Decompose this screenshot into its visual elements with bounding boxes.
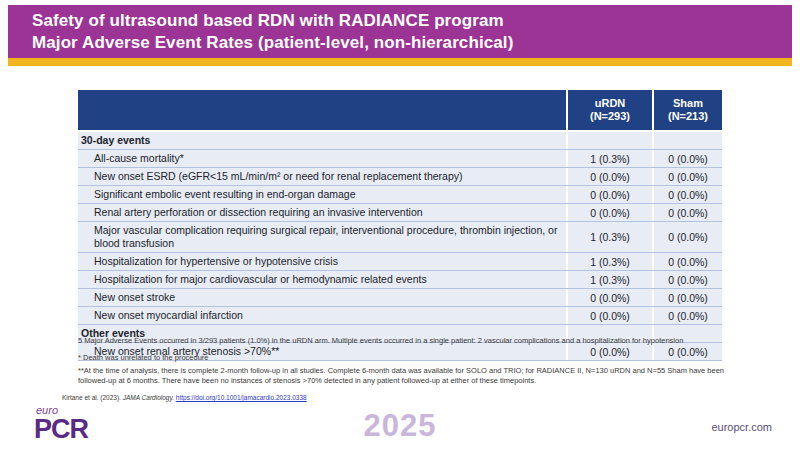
table-row: New onset ESRD (eGFR<15 mL/min/m² or nee… [78, 168, 722, 186]
citation-journal: JAMA Cardiology. [123, 394, 174, 401]
table-row: Hospitalization for hypertensive or hypo… [78, 253, 722, 271]
table-row: Major vascular complication requiring su… [78, 222, 722, 253]
table-row: New onset stroke 0 (0.0%) 0 (0.0%) [78, 289, 722, 307]
sham-cell [652, 132, 722, 149]
urdn-cell: 1 (0.3%) [566, 253, 652, 270]
slide-title-band: Safety of ultrasound based RDN with RADI… [8, 5, 792, 58]
section-label: 30-day events [78, 132, 566, 149]
sham-cell: 0 (0.0%) [652, 222, 722, 252]
sham-column-name: Sham [673, 97, 703, 110]
sham-cell: 0 (0.0%) [652, 204, 722, 221]
footnote-stenosis: **At the time of analysis, there is comp… [78, 366, 726, 386]
sham-cell: 0 (0.0%) [652, 168, 722, 185]
event-label: Hospitalization for major cardiovascular… [78, 271, 566, 288]
sham-cell: 0 (0.0%) [652, 150, 722, 167]
urdn-cell: 0 (0.0%) [566, 289, 652, 306]
urdn-column-name: uRDN [595, 97, 626, 110]
urdn-cell: 0 (0.0%) [566, 186, 652, 203]
table-row: Hospitalization for major cardiovascular… [78, 271, 722, 289]
event-label: New onset ESRD (eGFR<15 mL/min/m² or nee… [78, 168, 566, 185]
sham-cell: 0 (0.0%) [652, 289, 722, 306]
citation-doi-link[interactable]: https://doi.org/10.1001/jamacardio.2023.… [176, 394, 307, 401]
footnote-summary: 5 Major Adverse Events occurred in 3/293… [78, 336, 726, 346]
event-label: New onset myocardial infarction [78, 307, 566, 324]
table-header-row: uRDN (N=293) Sham (N=213) [78, 90, 722, 132]
urdn-cell [566, 132, 652, 149]
slide-title-line2: Major Adverse Event Rates (patient-level… [32, 32, 792, 54]
adverse-events-table: uRDN (N=293) Sham (N=213) 30-day events … [78, 90, 722, 361]
year-watermark: 2025 [0, 408, 800, 444]
table-header-sham: Sham (N=213) [652, 90, 722, 130]
sham-cell: 0 (0.0%) [652, 253, 722, 270]
table-row: Renal artery perforation or dissection r… [78, 204, 722, 222]
sham-cell: 0 (0.0%) [652, 186, 722, 203]
urdn-column-n: (N=293) [590, 110, 630, 123]
sham-cell: 0 (0.0%) [652, 307, 722, 324]
table-section-row: 30-day events [78, 132, 722, 150]
event-label: Hospitalization for hypertensive or hypo… [78, 253, 566, 270]
urdn-cell: 0 (0.0%) [566, 307, 652, 324]
footnote-death: * Death was unrelated to the procedure [78, 353, 726, 363]
event-label: Major vascular complication requiring su… [78, 222, 566, 252]
event-label: Significant embolic event resulting in e… [78, 186, 566, 203]
website-link: europcr.com [711, 421, 772, 433]
urdn-cell: 1 (0.3%) [566, 271, 652, 288]
event-label: New onset stroke [78, 289, 566, 306]
urdn-cell: 1 (0.3%) [566, 222, 652, 252]
citation-authors: Kirtane et al. (2023). [62, 394, 121, 401]
urdn-cell: 0 (0.0%) [566, 168, 652, 185]
table-row: Significant embolic event resulting in e… [78, 186, 722, 204]
citation: Kirtane et al. (2023). JAMA Cardiology. … [62, 394, 742, 401]
event-label: All-cause mortality* [78, 150, 566, 167]
table-row: All-cause mortality* 1 (0.3%) 0 (0.0%) [78, 150, 722, 168]
accent-stripe [8, 58, 792, 66]
sham-column-n: (N=213) [668, 110, 708, 123]
sham-cell: 0 (0.0%) [652, 271, 722, 288]
table-row: New onset myocardial infarction 0 (0.0%)… [78, 307, 722, 325]
event-label: Renal artery perforation or dissection r… [78, 204, 566, 221]
table-header-urdn: uRDN (N=293) [566, 90, 652, 130]
urdn-cell: 0 (0.0%) [566, 204, 652, 221]
table-header-empty [78, 90, 566, 130]
footnotes: 5 Major Adverse Events occurred in 3/293… [78, 336, 726, 390]
slide-title-line1: Safety of ultrasound based RDN with RADI… [32, 10, 792, 32]
urdn-cell: 1 (0.3%) [566, 150, 652, 167]
